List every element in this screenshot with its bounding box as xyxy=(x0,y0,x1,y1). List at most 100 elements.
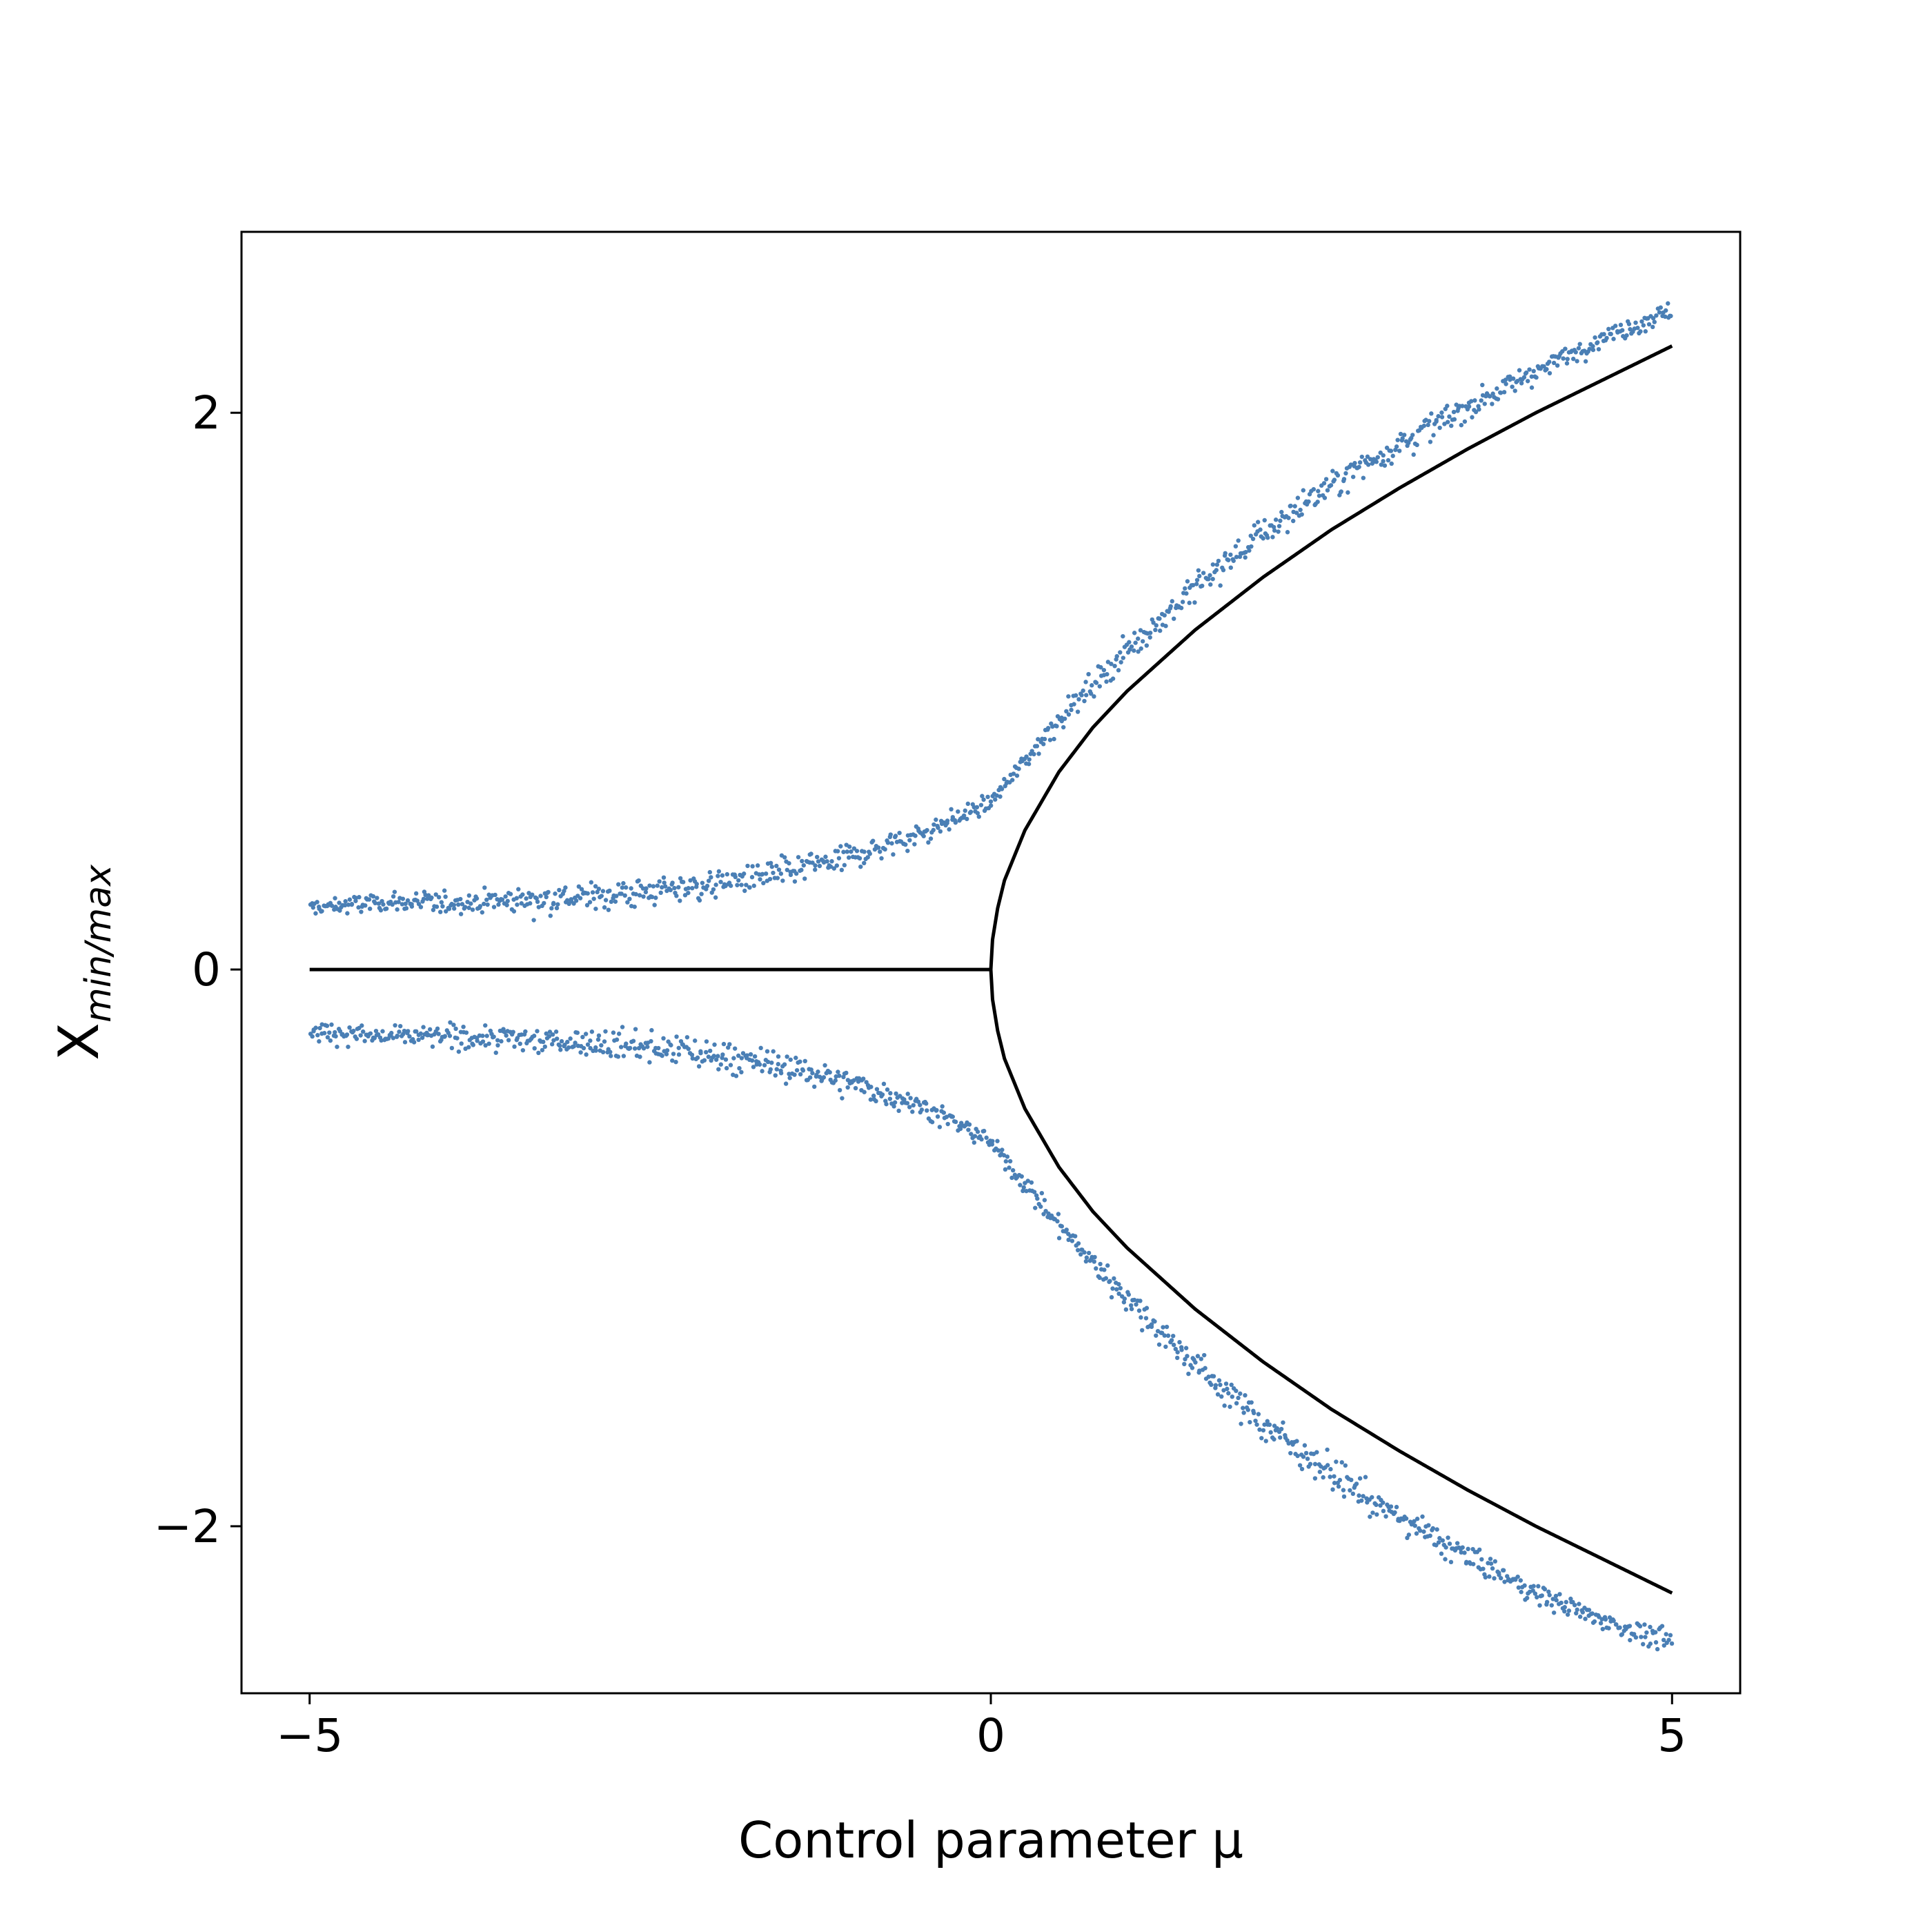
scatter-point xyxy=(1110,676,1116,681)
scatter-point xyxy=(1359,1498,1364,1503)
scatter-point xyxy=(416,1037,421,1043)
scatter-point xyxy=(1437,1536,1442,1541)
scatter-point xyxy=(1076,1241,1081,1246)
scatter-point xyxy=(760,871,765,877)
scatter-point xyxy=(785,867,790,872)
scatter-point xyxy=(1325,1463,1330,1468)
scatter-point xyxy=(1291,518,1296,524)
scatter-point xyxy=(593,906,598,911)
scatter-point xyxy=(1208,582,1213,587)
scatter-point xyxy=(427,1027,433,1032)
scatter-point xyxy=(874,1087,880,1092)
scatter-point xyxy=(651,884,656,889)
scatter-point xyxy=(1197,573,1202,579)
scatter-point xyxy=(1430,1526,1435,1531)
y-axis-label-base: X xyxy=(47,1023,111,1061)
scatter-point xyxy=(1321,1475,1325,1480)
scatter-point xyxy=(1303,1450,1309,1456)
scatter-point xyxy=(937,1125,943,1130)
scatter-point xyxy=(538,894,543,898)
scatter-point xyxy=(833,1078,838,1083)
scatter-point xyxy=(686,1046,691,1052)
scatter-point xyxy=(896,1108,901,1114)
scatter-point xyxy=(405,898,411,903)
scatter-point xyxy=(1378,1503,1383,1508)
scatter-point xyxy=(1524,370,1529,375)
scatter-point xyxy=(768,860,773,865)
scatter-point xyxy=(602,905,607,910)
scatter-point xyxy=(1076,697,1081,702)
scatter-point xyxy=(449,1045,455,1051)
scatter-point xyxy=(1072,1234,1078,1239)
scatter-point xyxy=(1321,481,1327,486)
scatter-point xyxy=(500,897,505,903)
scatter-point xyxy=(668,887,673,893)
scatter-point xyxy=(1171,1342,1176,1348)
scatter-point xyxy=(1163,1344,1168,1349)
scatter-point xyxy=(825,859,829,864)
scatter-point xyxy=(484,897,489,903)
scatter-point xyxy=(876,845,881,850)
scatter-point xyxy=(1230,1394,1235,1399)
scatter-point xyxy=(813,867,818,872)
scatter-point xyxy=(1648,1642,1653,1646)
scatter-point xyxy=(787,860,791,866)
scatter-point xyxy=(870,838,876,843)
scatter-point xyxy=(1109,1294,1114,1300)
scatter-point xyxy=(662,880,667,885)
scatter-point xyxy=(1271,524,1276,530)
scatter-point xyxy=(771,870,776,876)
scatter-point xyxy=(1551,360,1557,366)
scatter-point xyxy=(456,902,461,907)
scatter-point xyxy=(1074,693,1078,698)
scatter-point xyxy=(347,1025,352,1030)
scatter-point xyxy=(1201,571,1206,575)
scatter-point xyxy=(1312,1476,1318,1481)
scatter-point xyxy=(484,1034,489,1038)
scatter-point xyxy=(698,1051,703,1056)
scatter-point xyxy=(1586,1608,1592,1613)
scatter-point xyxy=(841,849,846,854)
scatter-point xyxy=(839,867,845,873)
scatter-point xyxy=(625,900,630,905)
scatter-point xyxy=(578,896,583,900)
scatter-point xyxy=(1459,1550,1463,1555)
scatter-point xyxy=(676,885,681,890)
scatter-point xyxy=(800,1068,806,1073)
scatter-point xyxy=(397,1023,403,1029)
scatter-point xyxy=(530,892,535,897)
scatter-point xyxy=(978,802,984,807)
scatter-point xyxy=(460,902,465,907)
scatter-point xyxy=(969,1132,974,1136)
scatter-point xyxy=(1194,578,1200,582)
scatter-point xyxy=(1322,495,1328,500)
scatter-point xyxy=(695,1055,700,1061)
scatter-point xyxy=(1005,1154,1010,1159)
scatter-point xyxy=(393,1023,397,1028)
scatter-point xyxy=(1234,1401,1239,1406)
scatter-point xyxy=(1611,337,1616,342)
scatter-point xyxy=(1151,620,1156,625)
scatter-point xyxy=(1249,1400,1254,1405)
scatter-point xyxy=(1306,499,1311,504)
scatter-point xyxy=(495,1043,500,1048)
scatter-point xyxy=(747,885,752,890)
scatter-point xyxy=(1516,1585,1521,1590)
scatter-point xyxy=(1279,509,1284,515)
scatter-point xyxy=(809,851,814,856)
scatter-point xyxy=(965,816,969,822)
scatter-point xyxy=(842,862,847,868)
scatter-point xyxy=(643,889,649,895)
scatter-point xyxy=(317,1025,322,1031)
scatter-point xyxy=(1179,605,1184,611)
scatter-point xyxy=(865,855,870,860)
scatter-point xyxy=(1527,367,1532,372)
scatter-point xyxy=(891,852,896,857)
scatter-point xyxy=(1335,473,1341,478)
scatter-point xyxy=(1479,1557,1484,1562)
scatter-point xyxy=(894,1091,898,1096)
scatter-point xyxy=(421,896,426,902)
scatter-point xyxy=(520,1047,526,1053)
scatter-point xyxy=(436,1032,441,1036)
